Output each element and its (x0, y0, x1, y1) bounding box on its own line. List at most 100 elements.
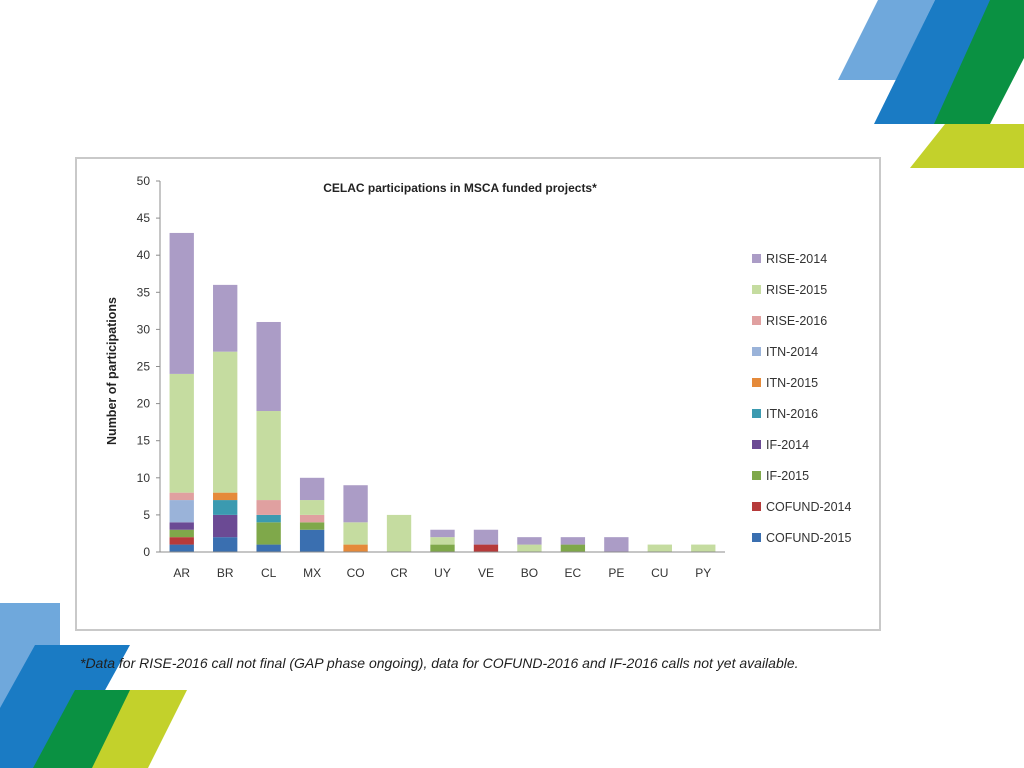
y-tick-label: 15 (137, 434, 151, 448)
legend-swatch-if-2015 (752, 471, 761, 480)
bar-segment-cl-rise-2016 (256, 500, 281, 515)
legend-swatch-cofund-2014 (752, 502, 761, 511)
x-tick-label: PY (695, 566, 711, 580)
stripe-top-blue (874, 0, 1000, 124)
legend: RISE-2014 RISE-2015 RISE-2016 ITN-2014 ITN-2… (752, 252, 851, 545)
stripe-bottom-lime (92, 690, 187, 768)
stripe-bottom-light-blue (0, 603, 60, 730)
bar-segment-ar-cofund-2015 (169, 544, 194, 552)
bar-segment-cr-rise-2015 (386, 514, 412, 552)
legend-label-rise-2015: RISE-2015 (766, 283, 827, 297)
y-axis-label: Number of participations (105, 297, 119, 445)
bar-segment-ar-if-2015 (169, 529, 194, 538)
bar-segment-br-itn-2015 (213, 492, 238, 501)
bar-segment-ar-if-2014 (169, 522, 194, 530)
bar-segment-ec-rise-2014 (560, 537, 586, 545)
bar-segment-mx-rise-2015 (299, 500, 325, 515)
bar-segment-bo-rise-2015 (517, 544, 542, 552)
bar-segment-cl-rise-2015 (256, 411, 281, 501)
bar-segment-cl-rise-2014 (256, 321, 281, 412)
bar-segment-cu-rise-2015 (647, 544, 672, 552)
x-axis-ticks: AR BR CL MX CO CR UY VE BO EC PE CU PY (173, 566, 711, 580)
chart-title: CELAC participations in MSCA funded proj… (323, 181, 597, 195)
bar-segment-cl-itn-2016 (256, 514, 281, 523)
bar-segment-ar-cofund-2014 (169, 537, 194, 545)
y-tick-label: 25 (137, 360, 151, 374)
legend-swatch-rise-2014 (752, 254, 761, 263)
bars-group (169, 232, 716, 552)
bar-segment-py-rise-2015 (691, 544, 716, 552)
bar-segment-ve-cofund-2014 (473, 544, 499, 552)
bar-segment-br-if-2014 (213, 514, 238, 538)
bar-segment-br-rise-2014 (213, 284, 238, 352)
x-tick-label: AR (173, 566, 190, 580)
x-tick-label: VE (478, 566, 494, 580)
x-tick-label: MX (303, 566, 321, 580)
stripe-bottom-green (33, 690, 135, 768)
x-tick-label: CU (651, 566, 668, 580)
bar-segment-br-cofund-2015 (213, 537, 238, 552)
y-tick-label: 20 (137, 397, 151, 411)
y-tick-label: 10 (137, 471, 151, 485)
bar-segment-br-rise-2015 (213, 351, 238, 493)
x-tick-label: CO (347, 566, 365, 580)
legend-swatch-itn-2015 (752, 378, 761, 387)
legend-swatch-itn-2014 (752, 347, 761, 356)
stripe-top-light-blue (838, 0, 935, 80)
bar-segment-bo-rise-2014 (517, 537, 542, 545)
y-tick-label: 50 (137, 174, 151, 188)
bar-segment-uy-rise-2015 (430, 537, 455, 545)
legend-label-rise-2014: RISE-2014 (766, 252, 827, 266)
legend-swatch-rise-2015 (752, 285, 761, 294)
legend-label-itn-2014: ITN-2014 (766, 345, 818, 359)
x-tick-label: UY (434, 566, 451, 580)
y-tick-label: 0 (143, 545, 150, 559)
bar-segment-ar-rise-2015 (169, 373, 194, 493)
legend-swatch-cofund-2015 (752, 533, 761, 542)
x-tick-label: BO (521, 566, 538, 580)
x-tick-label: PE (608, 566, 624, 580)
bar-segment-ar-rise-2014 (169, 232, 194, 374)
legend-label-if-2015: IF-2015 (766, 469, 809, 483)
bar-segment-pe-rise-2014 (604, 537, 629, 552)
bar-segment-uy-if-2015 (430, 544, 455, 552)
bar-segment-mx-cofund-2015 (299, 529, 325, 552)
bar-segment-ar-itn-2014 (169, 500, 194, 523)
bar-segment-co-rise-2014 (343, 485, 368, 523)
legend-label-cofund-2015: COFUND-2015 (766, 531, 851, 545)
stripe-top-green (934, 0, 1024, 124)
legend-swatch-itn-2016 (752, 409, 761, 418)
bar-segment-mx-rise-2014 (299, 477, 325, 501)
legend-label-rise-2016: RISE-2016 (766, 314, 827, 328)
bar-segment-mx-rise-2016 (299, 514, 325, 523)
bar-segment-ar-rise-2016 (169, 492, 194, 501)
stacked-bar-chart: CELAC participations in MSCA funded proj… (105, 174, 851, 580)
x-tick-label: CL (261, 566, 277, 580)
x-tick-label: EC (565, 566, 582, 580)
legend-label-cofund-2014: COFUND-2014 (766, 500, 851, 514)
bar-segment-cl-if-2015 (256, 522, 281, 545)
bar-segment-uy-rise-2014 (430, 529, 455, 538)
bar-segment-br-itn-2016 (213, 500, 238, 515)
legend-swatch-if-2014 (752, 440, 761, 449)
chart-frame: CELAC participations in MSCA funded proj… (75, 157, 881, 631)
y-axis-ticks: 0 5 10 15 20 25 30 35 40 45 50 (137, 174, 160, 559)
y-tick-label: 35 (137, 285, 151, 299)
y-tick-label: 40 (137, 248, 151, 262)
bar-segment-ec-if-2015 (560, 544, 586, 552)
y-tick-label: 30 (137, 322, 151, 336)
footnote: *Data for RISE-2016 call not final (GAP … (80, 655, 799, 671)
bar-segment-mx-if-2015 (299, 522, 325, 530)
legend-label-itn-2015: ITN-2015 (766, 376, 818, 390)
bar-segment-cl-cofund-2015 (256, 544, 281, 552)
legend-label-if-2014: IF-2014 (766, 438, 809, 452)
x-tick-label: BR (217, 566, 234, 580)
y-tick-label: 5 (143, 508, 150, 522)
bar-segment-co-itn-2015 (343, 544, 368, 552)
legend-swatch-rise-2016 (752, 316, 761, 325)
bar-segment-co-rise-2015 (343, 522, 368, 545)
stripe-top-lime (910, 124, 1024, 168)
legend-label-itn-2016: ITN-2016 (766, 407, 818, 421)
y-tick-label: 45 (137, 211, 151, 225)
x-tick-label: CR (390, 566, 408, 580)
